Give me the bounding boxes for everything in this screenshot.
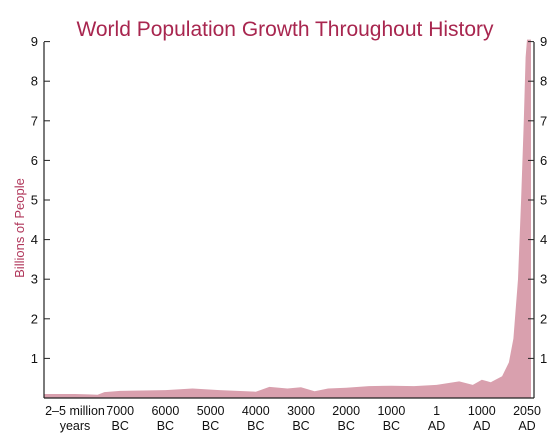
y-tick-label-right-4: 4 (540, 232, 547, 247)
x-tick-label-line: BC (292, 419, 309, 433)
y-tick-label-left-6: 6 (31, 153, 38, 168)
y-tick-label-right-5: 5 (540, 193, 547, 208)
x-tick-label-9: 1000 AD (468, 404, 496, 433)
x-tick-label-line: 7000 (106, 404, 134, 418)
y-axis-label: Billions of People (12, 178, 27, 278)
x-tick-label-6: 2000 BC (332, 404, 360, 433)
x-tick-label-4: 4000 BC (242, 404, 270, 433)
y-tick-label-left-7: 7 (31, 113, 38, 128)
y-tick-label-right-3: 3 (540, 272, 547, 287)
y-tick-label-right-8: 8 (540, 74, 547, 89)
x-tick-label-8: 1 AD (428, 404, 445, 433)
y-tick-label-left-5: 5 (31, 193, 38, 208)
axes-layer (43, 42, 535, 399)
x-tick-label-7: 1000 BC (377, 404, 405, 433)
x-tick-label-line: BC (338, 419, 355, 433)
y-tick-label-left-4: 4 (31, 232, 38, 247)
y-tick-label-right-7: 7 (540, 113, 547, 128)
x-tick-label-line: 2000 (332, 404, 360, 418)
y-tick-label-left-8: 8 (31, 74, 38, 89)
x-tick-label-line: BC (112, 419, 129, 433)
x-tick-label-line: AD (518, 419, 535, 433)
y-tick-label-left-3: 3 (31, 272, 38, 287)
x-tick-label-line: 2050 (513, 404, 541, 418)
x-tick-label-0: 2–5 million years (45, 404, 105, 433)
x-tick-label-line: 4000 (242, 404, 270, 418)
y-tick-label-left-1: 1 (31, 351, 38, 366)
x-tick-label-line: AD (473, 419, 490, 433)
x-tick-label-line: BC (383, 419, 400, 433)
y-tick-label-right-6: 6 (540, 153, 547, 168)
x-tick-label-line: 1 (433, 404, 440, 418)
y-tick-label-right-2: 2 (540, 311, 547, 326)
x-tick-label-line: BC (202, 419, 219, 433)
x-tick-label-5: 3000 BC (287, 404, 315, 433)
y-tick-label-left-9: 9 (31, 34, 38, 49)
x-tick-label-line: BC (247, 419, 264, 433)
y-tick-label-left-2: 2 (31, 311, 38, 326)
area-layer (44, 39, 531, 398)
x-tick-label-line: 3000 (287, 404, 315, 418)
x-tick-label-line: 2–5 million (45, 404, 105, 418)
y-tick-label-right-9: 9 (540, 34, 547, 49)
x-tick-label-line: 5000 (197, 404, 225, 418)
x-tick-label-line: BC (157, 419, 174, 433)
x-tick-label-10: 2050 AD (513, 404, 541, 433)
x-tick-label-1: 7000 BC (106, 404, 134, 433)
x-tick-label-line: 1000 (377, 404, 405, 418)
y-tick-label-right-1: 1 (540, 351, 547, 366)
x-tick-label-2: 6000 BC (151, 404, 179, 433)
chart-title: World Population Growth Throughout Histo… (76, 18, 494, 41)
x-tick-label-line: 6000 (151, 404, 179, 418)
x-tick-label-line: AD (428, 419, 445, 433)
x-tick-label-line: years (60, 419, 91, 433)
x-tick-label-line: 1000 (468, 404, 496, 418)
population-area-series-0 (44, 39, 531, 398)
x-tick-label-3: 5000 BC (197, 404, 225, 433)
